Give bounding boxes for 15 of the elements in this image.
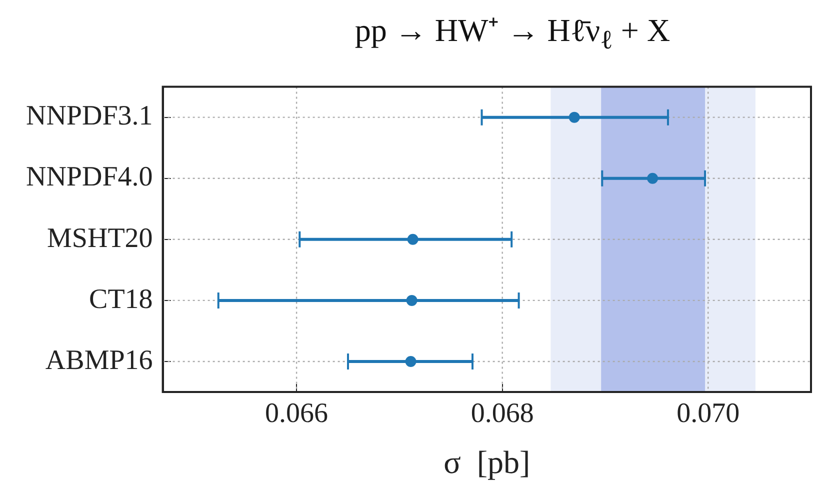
x-tick-label: 0.068: [470, 398, 534, 430]
y-tick-label: CT18: [89, 284, 153, 315]
x-tick-label: 0.070: [676, 398, 740, 430]
x-axis-title: σ [pb]: [444, 444, 530, 480]
point: [406, 294, 418, 306]
y-tick-label: ABMP16: [45, 344, 153, 376]
point: [568, 112, 580, 123]
y-tick-label: NNPDF4.0: [26, 162, 153, 193]
y-tick-label: NNPDF3.1: [26, 100, 153, 132]
point: [647, 172, 658, 184]
point: [407, 234, 418, 245]
x-tick-label: 0.066: [265, 398, 328, 430]
point: [405, 356, 416, 367]
y-tick-label: MSHT20: [47, 222, 153, 254]
chart-title: pp → HW⁺ → Hℓ̄ν$_{ℓ}$ + X: [354, 11, 672, 54]
